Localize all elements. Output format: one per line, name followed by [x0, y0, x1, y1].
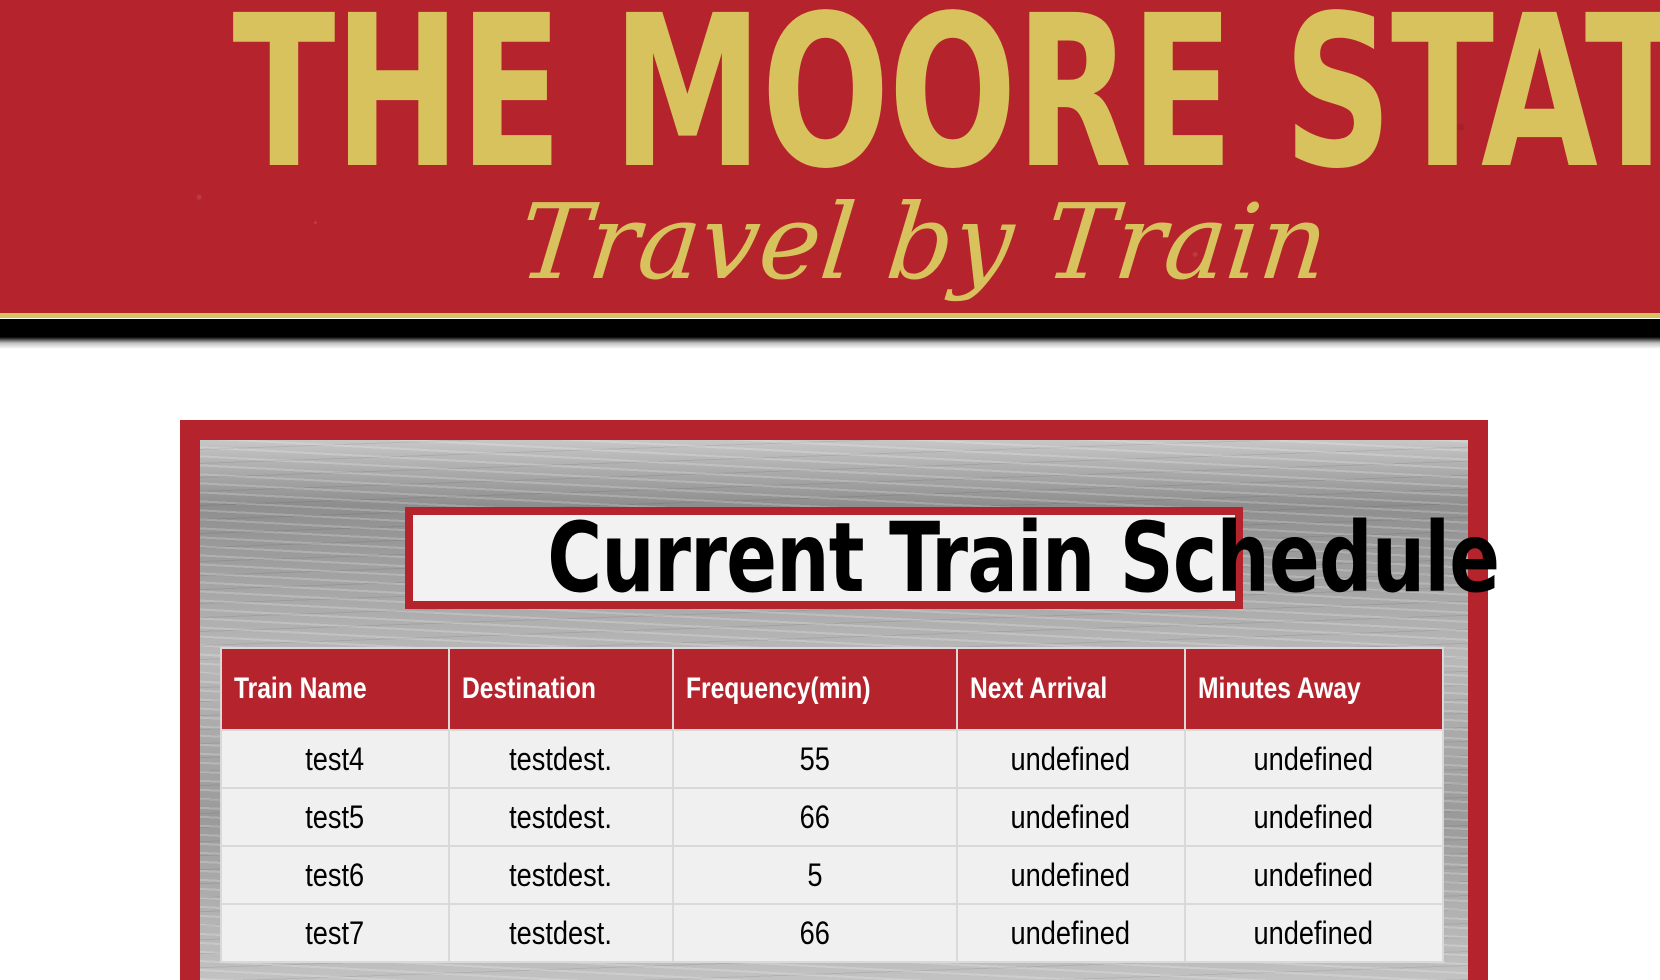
cell-frequency: 55: [671, 729, 958, 789]
table-row: test6 testdest. 5 undefined undefined: [220, 845, 1444, 905]
table-row: test7 testdest. 66 undefined undefined: [220, 903, 1444, 963]
cell-destination: testdest.: [447, 845, 674, 905]
cell-minutes-away: undefined: [1183, 903, 1444, 963]
cell-next-arrival: undefined: [955, 903, 1186, 963]
banner-shadow: [0, 319, 1660, 349]
column-header-next-arrival: Next Arrival: [955, 647, 1186, 731]
schedule-title-box: Current Train Schedule: [405, 507, 1500, 609]
cell-train-name: test5: [220, 787, 450, 847]
column-header-train-name: Train Name: [220, 647, 450, 731]
cell-destination: testdest.: [447, 903, 674, 963]
train-schedule-table: Train Name Destination Frequency(min) Ne…: [220, 647, 1444, 963]
cell-next-arrival: undefined: [955, 787, 1186, 847]
cell-frequency: 66: [671, 787, 958, 847]
cell-minutes-away: undefined: [1183, 845, 1444, 905]
cell-next-arrival: undefined: [955, 845, 1186, 905]
cell-frequency: 66: [671, 903, 958, 963]
cell-minutes-away: undefined: [1183, 729, 1444, 789]
banner-tagline: Travel by Train: [513, 181, 1334, 303]
table-header-row: Train Name Destination Frequency(min) Ne…: [220, 647, 1444, 731]
cell-destination: testdest.: [447, 787, 674, 847]
column-header-minutes-away: Minutes Away: [1183, 647, 1444, 731]
cell-train-name: test6: [220, 845, 450, 905]
banner-trim: [0, 313, 1660, 318]
cell-train-name: test4: [220, 729, 450, 789]
cell-next-arrival: undefined: [955, 729, 1186, 789]
column-header-frequency: Frequency(min): [671, 647, 958, 731]
column-header-destination: Destination: [447, 647, 674, 731]
table-row: test4 testdest. 55 undefined undefined: [220, 729, 1444, 789]
schedule-board: Current Train Schedule Train Name Destin…: [200, 440, 1500, 980]
cell-destination: testdest.: [447, 729, 674, 789]
cell-minutes-away: undefined: [1183, 787, 1444, 847]
cell-frequency: 5: [671, 845, 958, 905]
schedule-panel: Current Train Schedule Train Name Destin…: [180, 420, 1500, 980]
banner-title: THE MOORE STATION: [232, 0, 1660, 215]
cell-train-name: test7: [220, 903, 450, 963]
schedule-title: Current Train Schedule: [547, 502, 1500, 614]
station-banner: THE MOORE STATION Travel by Train: [0, 0, 1660, 318]
table-row: test5 testdest. 66 undefined undefined: [220, 787, 1444, 847]
